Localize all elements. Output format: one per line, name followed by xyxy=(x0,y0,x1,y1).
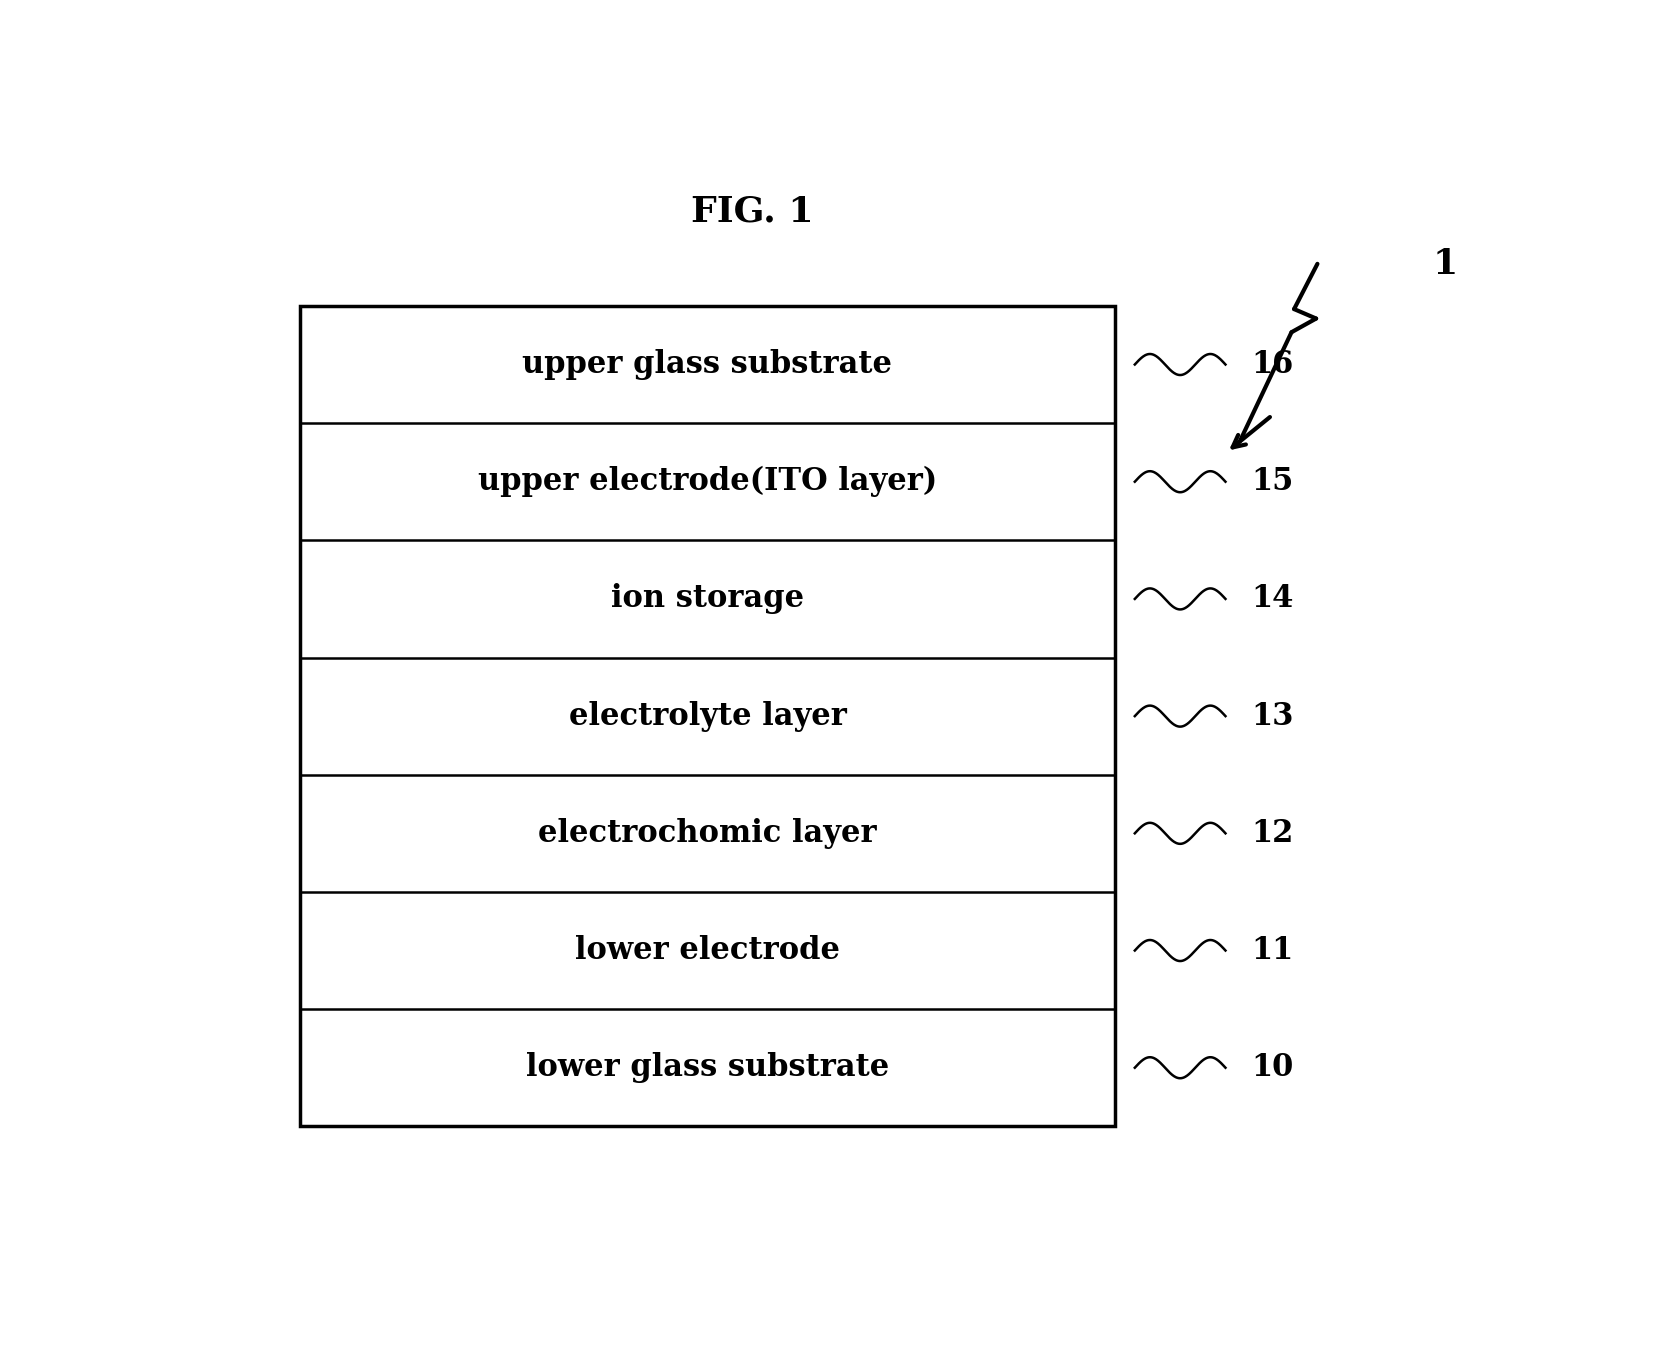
Text: 12: 12 xyxy=(1252,818,1293,848)
Text: lower electrode: lower electrode xyxy=(575,936,841,966)
Text: 10: 10 xyxy=(1252,1052,1293,1083)
Text: electrochomic layer: electrochomic layer xyxy=(538,818,877,848)
Text: 14: 14 xyxy=(1252,583,1293,615)
Text: lower glass substrate: lower glass substrate xyxy=(526,1052,889,1083)
Text: 13: 13 xyxy=(1252,701,1293,732)
Text: FIG. 1: FIG. 1 xyxy=(692,194,814,228)
Text: upper electrode(ITO layer): upper electrode(ITO layer) xyxy=(478,466,937,497)
Text: upper glass substrate: upper glass substrate xyxy=(523,350,892,380)
Text: 15: 15 xyxy=(1252,466,1293,497)
Text: 1: 1 xyxy=(1432,247,1457,281)
Bar xyxy=(299,306,1116,1127)
Text: 16: 16 xyxy=(1252,350,1293,380)
Text: electrolyte layer: electrolyte layer xyxy=(568,701,847,732)
Text: 11: 11 xyxy=(1252,936,1293,966)
Text: ion storage: ion storage xyxy=(612,583,804,615)
